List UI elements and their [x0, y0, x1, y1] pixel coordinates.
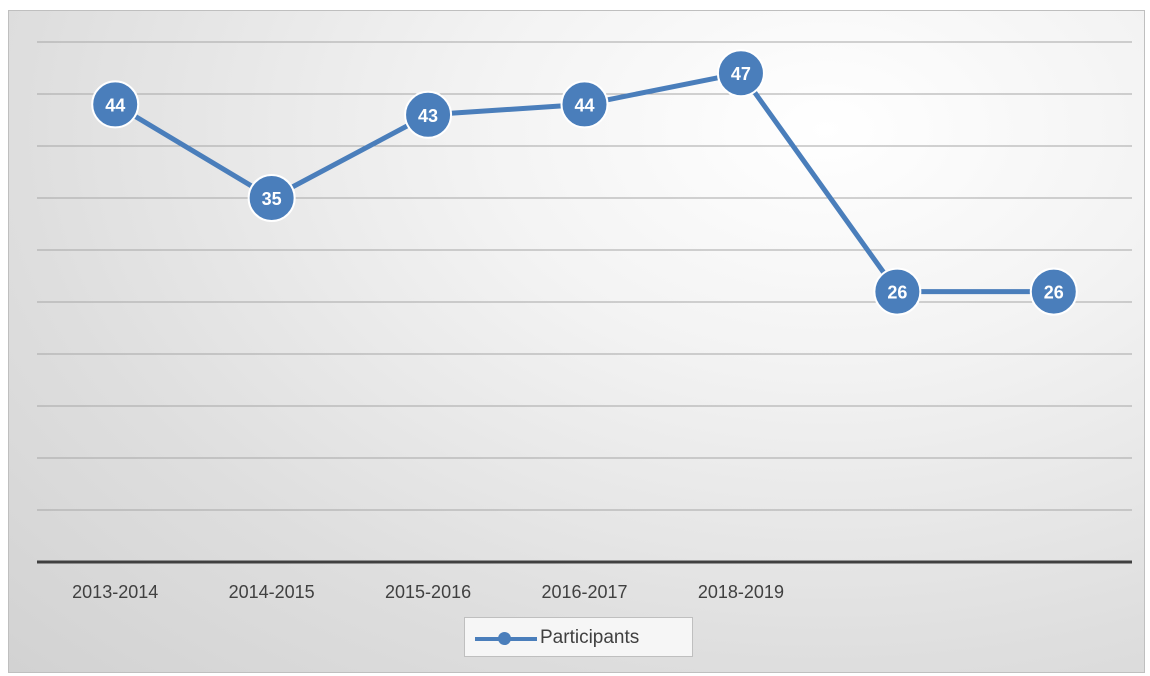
- data-point-marker: [247, 174, 296, 222]
- legend: Participants: [464, 617, 693, 657]
- legend-marker-icon: [498, 632, 511, 645]
- x-tick-label: 2015-2016: [385, 582, 471, 602]
- data-point-marker: [91, 80, 140, 129]
- data-point-marker: [1029, 267, 1078, 316]
- data-markers: 44 35 43 44 47 26 26: [91, 49, 1078, 316]
- data-label: 43: [418, 106, 438, 126]
- data-label: 47: [731, 64, 751, 84]
- x-tick-label: 2013-2014: [72, 582, 158, 602]
- data-point-marker: [560, 80, 609, 129]
- legend-label: Participants: [540, 627, 640, 648]
- x-tick-label: 2016-2017: [541, 582, 627, 602]
- data-point-marker: [873, 267, 922, 316]
- data-label: 35: [262, 189, 282, 209]
- x-tick-label: 2018-2019: [698, 582, 784, 602]
- data-point-marker: [716, 49, 765, 98]
- x-tick-labels: 2013-2014 2014-2015 2015-2016 2016-2017 2018…: [72, 582, 784, 602]
- data-label: 26: [887, 283, 907, 303]
- data-label: 44: [574, 95, 594, 115]
- data-label: 26: [1044, 283, 1064, 303]
- data-label: 44: [105, 95, 125, 115]
- data-point-marker: [404, 90, 453, 139]
- x-tick-label: 2014-2015: [229, 582, 315, 602]
